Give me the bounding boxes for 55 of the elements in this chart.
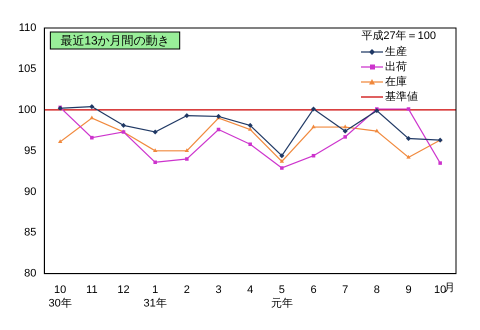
x-tick-label: 1 31年 [144,284,167,310]
point [438,161,442,165]
point [280,158,284,163]
legend-label: 在庫 [385,75,407,88]
point [185,157,189,161]
point [406,107,410,111]
point [374,128,379,132]
text: 最近13か月間の動き [60,33,170,48]
point [343,135,347,139]
point [311,106,316,112]
x-tick-label: 10 30年 [48,284,72,310]
legend-label: 出荷 [385,60,407,74]
legend-title: 平成27年＝100 [361,29,436,42]
point [153,160,157,164]
point [311,124,316,128]
x-tick-label: 12 [117,284,130,296]
point [248,122,253,128]
point [343,124,348,128]
point [342,128,348,134]
x-tick-label: 2 [184,284,190,296]
point [248,142,252,146]
point [279,153,284,158]
point [184,113,190,118]
point [90,136,94,140]
point [248,127,252,131]
point [216,128,220,132]
y-tick-label: 100 [18,104,36,116]
x-tick-label: 9 [405,284,412,296]
y-tick-label: 95 [24,144,36,157]
legend-label: 生産 [385,45,407,58]
point [280,166,284,170]
point [374,108,380,114]
y-tick-label: 105 [18,62,36,75]
point [406,154,411,159]
x-tick-label: 6 [310,284,317,296]
x-tick-label: 5 元年 [270,284,293,310]
x-tick-label: 4 [247,284,254,296]
point [312,154,316,158]
x-axis-title: 月 [444,282,455,294]
y-tick-label: 90 [24,186,36,198]
x-tick-label: 3 [215,284,222,296]
x-tick-label: 7 [342,284,348,296]
point [58,139,62,144]
x-tick-label: 11 [86,284,98,296]
point [89,104,94,110]
y-tick-label: 80 [24,268,36,280]
point [152,129,158,134]
point [153,148,158,152]
x-tick-label: 8 [374,284,380,296]
y-tick-label: 110 [18,22,36,34]
legend-label: 基準値 [385,90,418,104]
point [184,148,190,152]
x-tick-label: 10 [434,284,446,296]
y-tick-label: 85 [24,226,36,239]
point [121,122,126,128]
